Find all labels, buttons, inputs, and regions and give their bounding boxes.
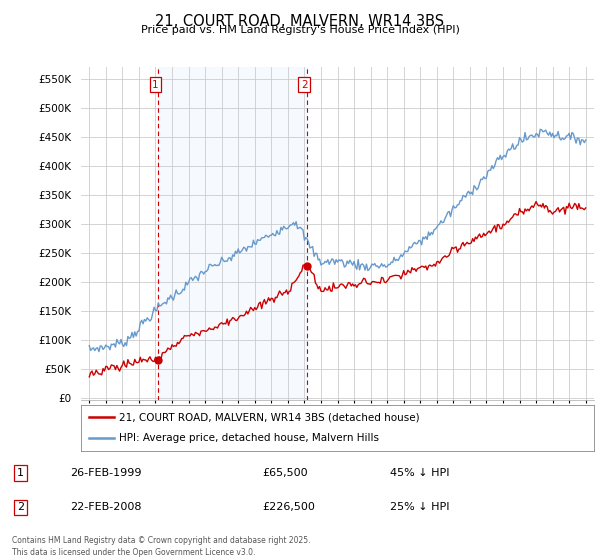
Text: 26-FEB-1999: 26-FEB-1999 (70, 468, 142, 478)
Text: 21, COURT ROAD, MALVERN, WR14 3BS (detached house): 21, COURT ROAD, MALVERN, WR14 3BS (detac… (119, 412, 420, 422)
Text: Price paid vs. HM Land Registry's House Price Index (HPI): Price paid vs. HM Land Registry's House … (140, 25, 460, 35)
Bar (158, 67, 307, 400)
Text: HPI: Average price, detached house, Malvern Hills: HPI: Average price, detached house, Malv… (119, 433, 379, 444)
Text: 22-FEB-2008: 22-FEB-2008 (70, 502, 142, 512)
Text: 1: 1 (17, 468, 24, 478)
Text: 2: 2 (301, 80, 308, 90)
Text: 2: 2 (17, 502, 24, 512)
Text: £65,500: £65,500 (262, 468, 308, 478)
Text: 45% ↓ HPI: 45% ↓ HPI (391, 468, 450, 478)
Text: 1: 1 (152, 80, 159, 90)
Text: Contains HM Land Registry data © Crown copyright and database right 2025.
This d: Contains HM Land Registry data © Crown c… (12, 536, 311, 557)
Text: £226,500: £226,500 (262, 502, 315, 512)
Text: 25% ↓ HPI: 25% ↓ HPI (391, 502, 450, 512)
Text: 21, COURT ROAD, MALVERN, WR14 3BS: 21, COURT ROAD, MALVERN, WR14 3BS (155, 14, 445, 29)
